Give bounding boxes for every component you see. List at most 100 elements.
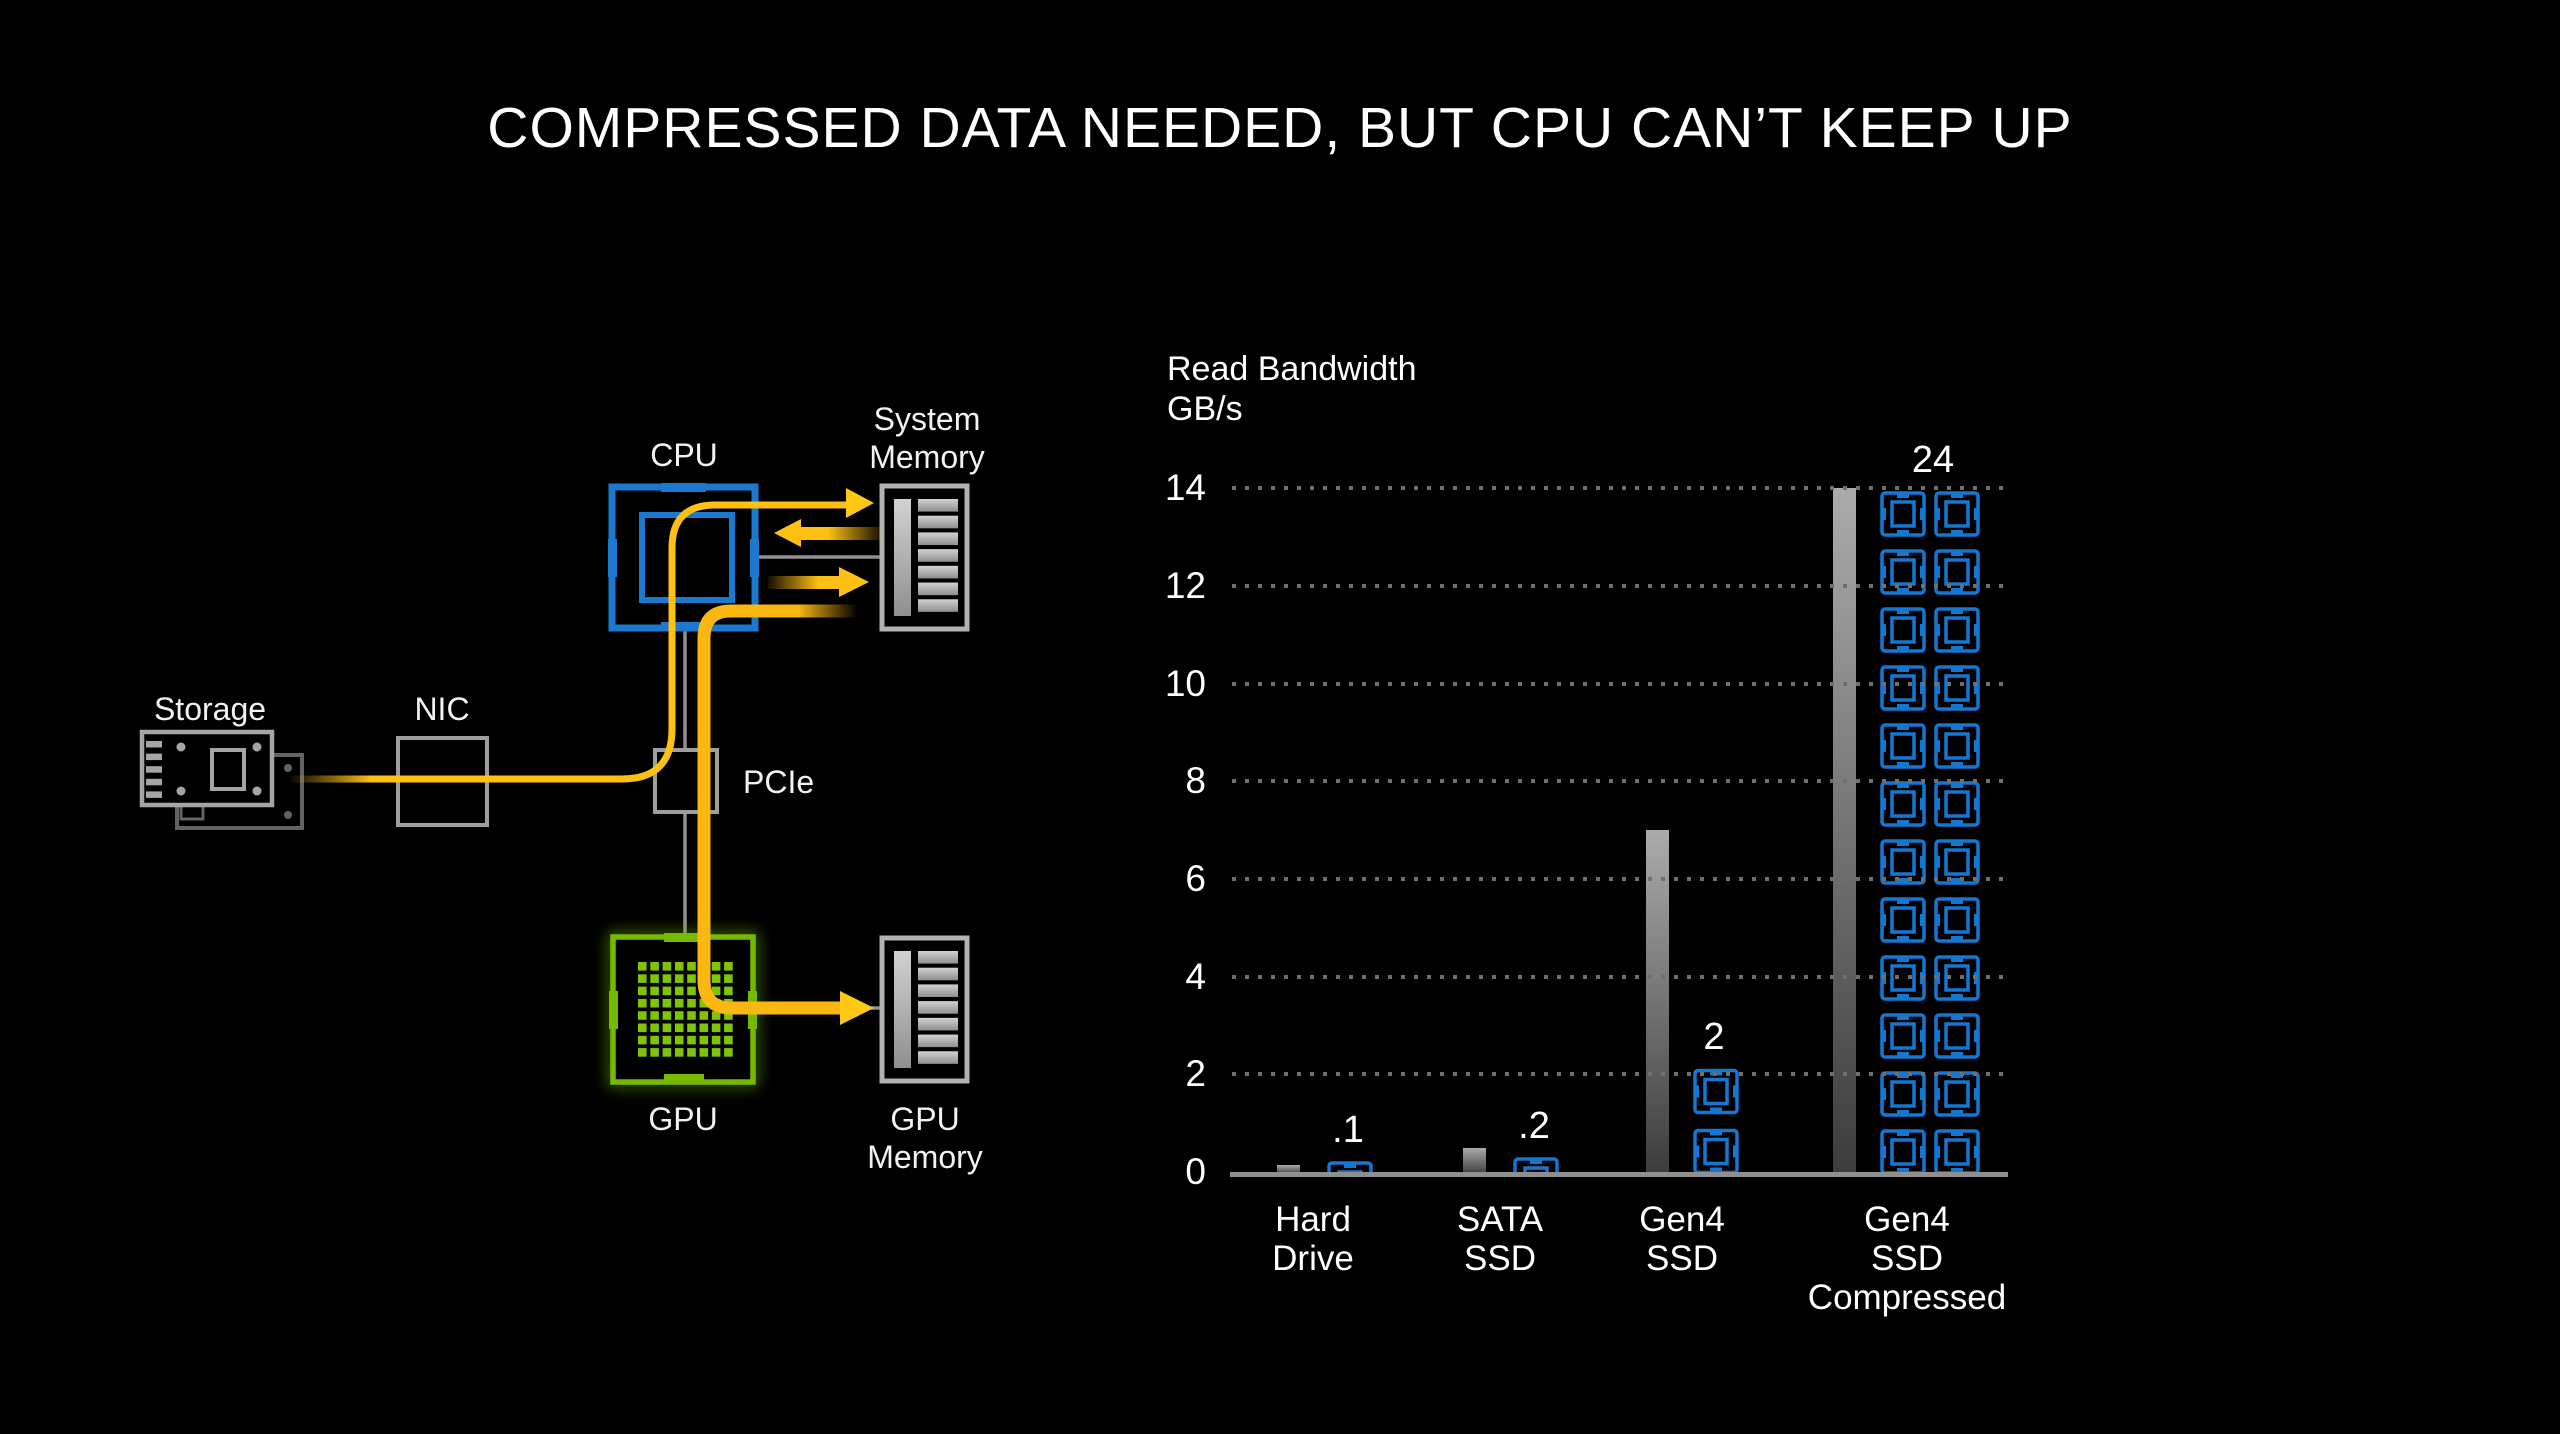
system-memory-label-line2: Memory [869,439,985,475]
cpu-chip-stack [1880,665,1926,711]
y-tick-label-4: 4 [1185,955,1206,997]
bandwidth-bar-gray [1832,488,1856,1174]
cpu-chip-stack [1880,1129,1926,1175]
storage-connector-pins-icon [146,741,162,798]
cpu-chip-stack [1934,1129,1980,1175]
storage-back-screw [284,811,292,819]
cpu-chip-icon [1880,897,1926,943]
gpu-memory-label-line1: GPU [890,1101,960,1137]
pcie-label: PCIe [743,764,815,800]
cpu-chip-icon [1693,1128,1739,1175]
into-gpu-memory-arrow-icon [840,991,874,1025]
value-label: 2 [1703,1016,1725,1058]
cpu-chip-icon [1880,723,1926,769]
storage-back-screw [284,764,292,772]
category-label-line: Drive [1272,1239,1354,1278]
chart-title-line1: Read Bandwidth [1167,350,1417,388]
y-tick-label-2: 2 [1185,1053,1206,1095]
gpu-memory-label-line2: Memory [867,1139,983,1175]
cpu-chip-stack [1693,1128,1739,1175]
chart-title: Read Bandwidth GB/s [1167,349,1417,429]
cpu-chip-stack [1934,897,1980,943]
gridline-12 [1232,583,2008,588]
nic-label: NIC [414,691,470,727]
category-label: Hard Drive [1272,1200,1354,1278]
slide-title: COMPRESSED DATA NEEDED, BUT CPU CAN’T KE… [487,96,2073,160]
cpu-chip-stack [1880,1071,1926,1117]
y-tick-label-10: 10 [1164,662,1206,704]
cpu-chip-stack [1934,1071,1980,1117]
gridline-6 [1232,876,2008,881]
data-path-storage-to-memory [290,488,874,783]
storage-chip-icon [210,748,246,791]
x-axis-line [1230,1172,2008,1177]
cpu-chip-icon [1880,1129,1926,1175]
y-tick-label-12: 12 [1164,564,1206,606]
into-system-memory-arrow-icon [846,488,874,518]
category-label-line: Compressed [1807,1278,2007,1317]
cpu-label: CPU [650,437,718,473]
cpu-chip-stack [1880,839,1926,885]
gpu-memory-icon [879,935,970,1084]
gpu-memory-label: GPU Memory [867,1100,983,1176]
cpu-chip-stack [1934,665,1980,711]
cpu-chip-icon [1934,781,1980,827]
gridline-4 [1232,974,2008,979]
memory-slats [918,951,958,1064]
category-label: Gen4 SSD Compressed [1808,1200,2006,1317]
cpu-chip-icon [1934,1013,1980,1059]
cpu-chip-icon [1934,491,1980,537]
cpu-to-memory-arrow-icon [768,567,869,597]
cpu-chip-icon [1880,839,1926,885]
cpu-chip-icon [1880,491,1926,537]
cpu-chip-icon [1880,781,1926,827]
category-label: SATA SSD [1457,1200,1543,1278]
gridline-2 [1232,1072,2008,1077]
y-tick-label-6: 6 [1185,857,1206,899]
cpu-chip-stack [1880,723,1926,769]
y-tick-label-14: 14 [1164,467,1206,509]
pcie-switch-icon [653,748,719,814]
value-label: .1 [1332,1109,1364,1151]
cpu-chip-icon [1934,549,1980,595]
category-label-line: Gen4 [1639,1200,1725,1239]
cpu-chip-icon [1880,1071,1926,1117]
category-label-line: SATA [1456,1200,1544,1239]
cpu-chip-stack [1934,549,1980,595]
storage-icon [139,729,304,830]
memory-slats [918,499,958,612]
gridline-8 [1232,779,2008,784]
gridline-10 [1232,681,2008,686]
cpu-chip-stack [1880,607,1926,653]
system-memory-icon [879,483,970,632]
bandwidth-bar-gray [1276,1165,1300,1174]
category-label-line: SSD [1646,1239,1718,1278]
category-label-line: Hard [1275,1200,1351,1239]
cpu-chip-stack [1934,607,1980,653]
cpu-chip-icon [1880,607,1926,653]
gpu-label: GPU [648,1101,718,1137]
cpu-chip-stack [1880,781,1926,827]
cpu-chip-icon [1934,897,1980,943]
y-tick-label-8: 8 [1185,760,1206,802]
chart-title-unit: GB/s [1167,390,1243,428]
cpu-chip-icon [1934,1129,1980,1175]
cpu-chip-icon [1880,665,1926,711]
cpu-chip-icon [1934,607,1980,653]
value-label: 24 [1911,439,1955,481]
storage-label: Storage [153,691,267,727]
cpu-chip-stack [1880,491,1926,537]
category-label: Gen4 SSD [1639,1200,1725,1278]
memory-to-cpu-arrow-icon [774,519,882,547]
cpu-chip-icon [1934,1071,1980,1117]
cpu-chip-icon [1934,665,1980,711]
gpu-core-grid [638,962,733,1057]
gridline-14 [1232,486,2008,491]
y-tick-label-0: 0 [1185,1151,1206,1192]
cpu-chip-stack [1880,549,1926,595]
cpu-chip-icon [1880,549,1926,595]
cpu-chip-stack [1934,1013,1980,1059]
cpu-chip-stack [1934,723,1980,769]
